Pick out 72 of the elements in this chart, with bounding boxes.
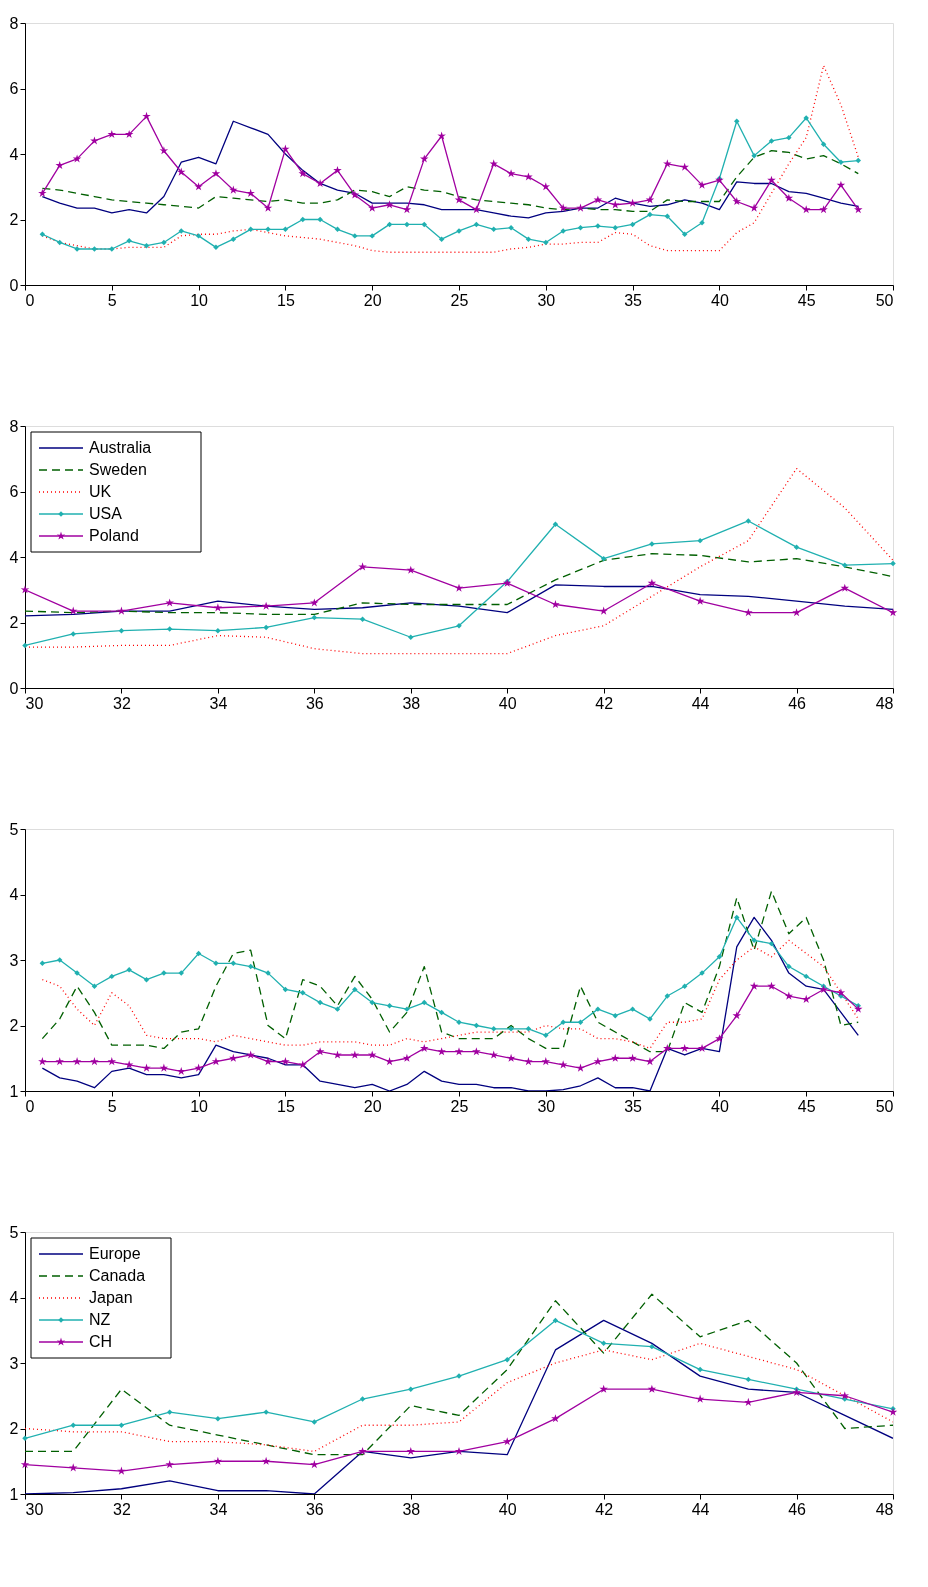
x-tick-label: 34 (209, 694, 228, 712)
x-tick-label: 20 (363, 291, 382, 309)
y-tick-label: 2 (9, 1420, 19, 1437)
y-tick-label: 6 (9, 483, 19, 500)
x-tick-label: 46 (788, 694, 807, 712)
x-tick-label: 30 (25, 694, 44, 712)
x-tick-label: 32 (113, 1500, 131, 1518)
y-tick-label: 1 (9, 1082, 19, 1100)
legend-label: Europe (89, 1245, 141, 1262)
x-tick-label: 36 (305, 694, 324, 712)
y-tick-label: 6 (9, 80, 19, 97)
x-tick-label: 10 (190, 291, 209, 309)
y-tick-label: 1 (9, 1485, 19, 1503)
x-tick-label: 46 (788, 1500, 807, 1518)
y-tick-label: 4 (9, 145, 19, 163)
legend-label: NZ (89, 1311, 111, 1328)
x-tick-label: 5 (107, 291, 117, 309)
x-tick-label: 50 (875, 291, 894, 309)
x-tick-label: 48 (875, 1500, 894, 1518)
y-tick-label: 2 (9, 1017, 19, 1034)
y-tick-label: 8 (9, 417, 19, 435)
x-tick-label: 10 (190, 1097, 209, 1115)
x-tick-label: 25 (450, 291, 469, 309)
x-tick-label: 20 (363, 1097, 382, 1115)
x-tick-label: 35 (624, 291, 643, 309)
x-tick-label: 38 (402, 1500, 421, 1518)
x-tick-label: 44 (691, 694, 710, 712)
y-tick-label: 4 (9, 1289, 19, 1306)
x-tick-label: 40 (498, 1500, 517, 1518)
x-tick-label: 40 (711, 291, 729, 309)
x-tick-label: 34 (209, 1500, 228, 1518)
y-tick-label: 3 (9, 951, 19, 969)
legend-label: Canada (89, 1267, 146, 1284)
x-tick-label: 30 (537, 291, 556, 309)
y-tick-label: 0 (9, 276, 19, 294)
legend-label: Australia (89, 439, 152, 456)
x-tick-label: 32 (113, 694, 131, 712)
x-tick-label: 44 (691, 1500, 710, 1518)
legend-label: CH (89, 1333, 113, 1350)
legend-label: UK (89, 483, 112, 500)
x-tick-label: 25 (450, 1097, 469, 1115)
x-tick-label: 42 (595, 694, 614, 712)
x-tick-label: 5 (107, 1097, 117, 1115)
y-tick-label: 4 (9, 886, 19, 903)
x-tick-label: 0 (25, 291, 35, 309)
x-tick-label: 50 (875, 1097, 894, 1115)
y-tick-label: 2 (9, 211, 19, 228)
x-tick-label: 35 (624, 1097, 643, 1115)
y-tick-label: 5 (9, 1223, 19, 1241)
x-tick-label: 45 (797, 291, 816, 309)
x-tick-label: 40 (498, 694, 517, 712)
y-tick-label: 2 (9, 614, 19, 631)
x-tick-label: 42 (595, 1500, 614, 1518)
x-tick-label: 15 (277, 291, 295, 309)
y-tick-label: 5 (9, 820, 19, 838)
legend-label: USA (89, 505, 123, 522)
legend-label: Sweden (89, 461, 147, 478)
x-tick-label: 15 (277, 1097, 295, 1115)
x-tick-label: 40 (711, 1097, 729, 1115)
x-tick-label: 0 (25, 1097, 35, 1115)
x-tick-label: 36 (305, 1500, 324, 1518)
y-tick-label: 8 (9, 14, 19, 32)
y-tick-label: 3 (9, 1354, 19, 1372)
legend-label: Poland (89, 527, 139, 544)
legend-label: Japan (89, 1289, 133, 1306)
x-tick-label: 30 (537, 1097, 556, 1115)
x-tick-label: 45 (797, 1097, 816, 1115)
x-tick-label: 30 (25, 1500, 44, 1518)
y-tick-label: 4 (9, 548, 19, 566)
y-tick-label: 0 (9, 679, 19, 697)
x-tick-label: 38 (402, 694, 421, 712)
x-tick-label: 48 (875, 694, 894, 712)
